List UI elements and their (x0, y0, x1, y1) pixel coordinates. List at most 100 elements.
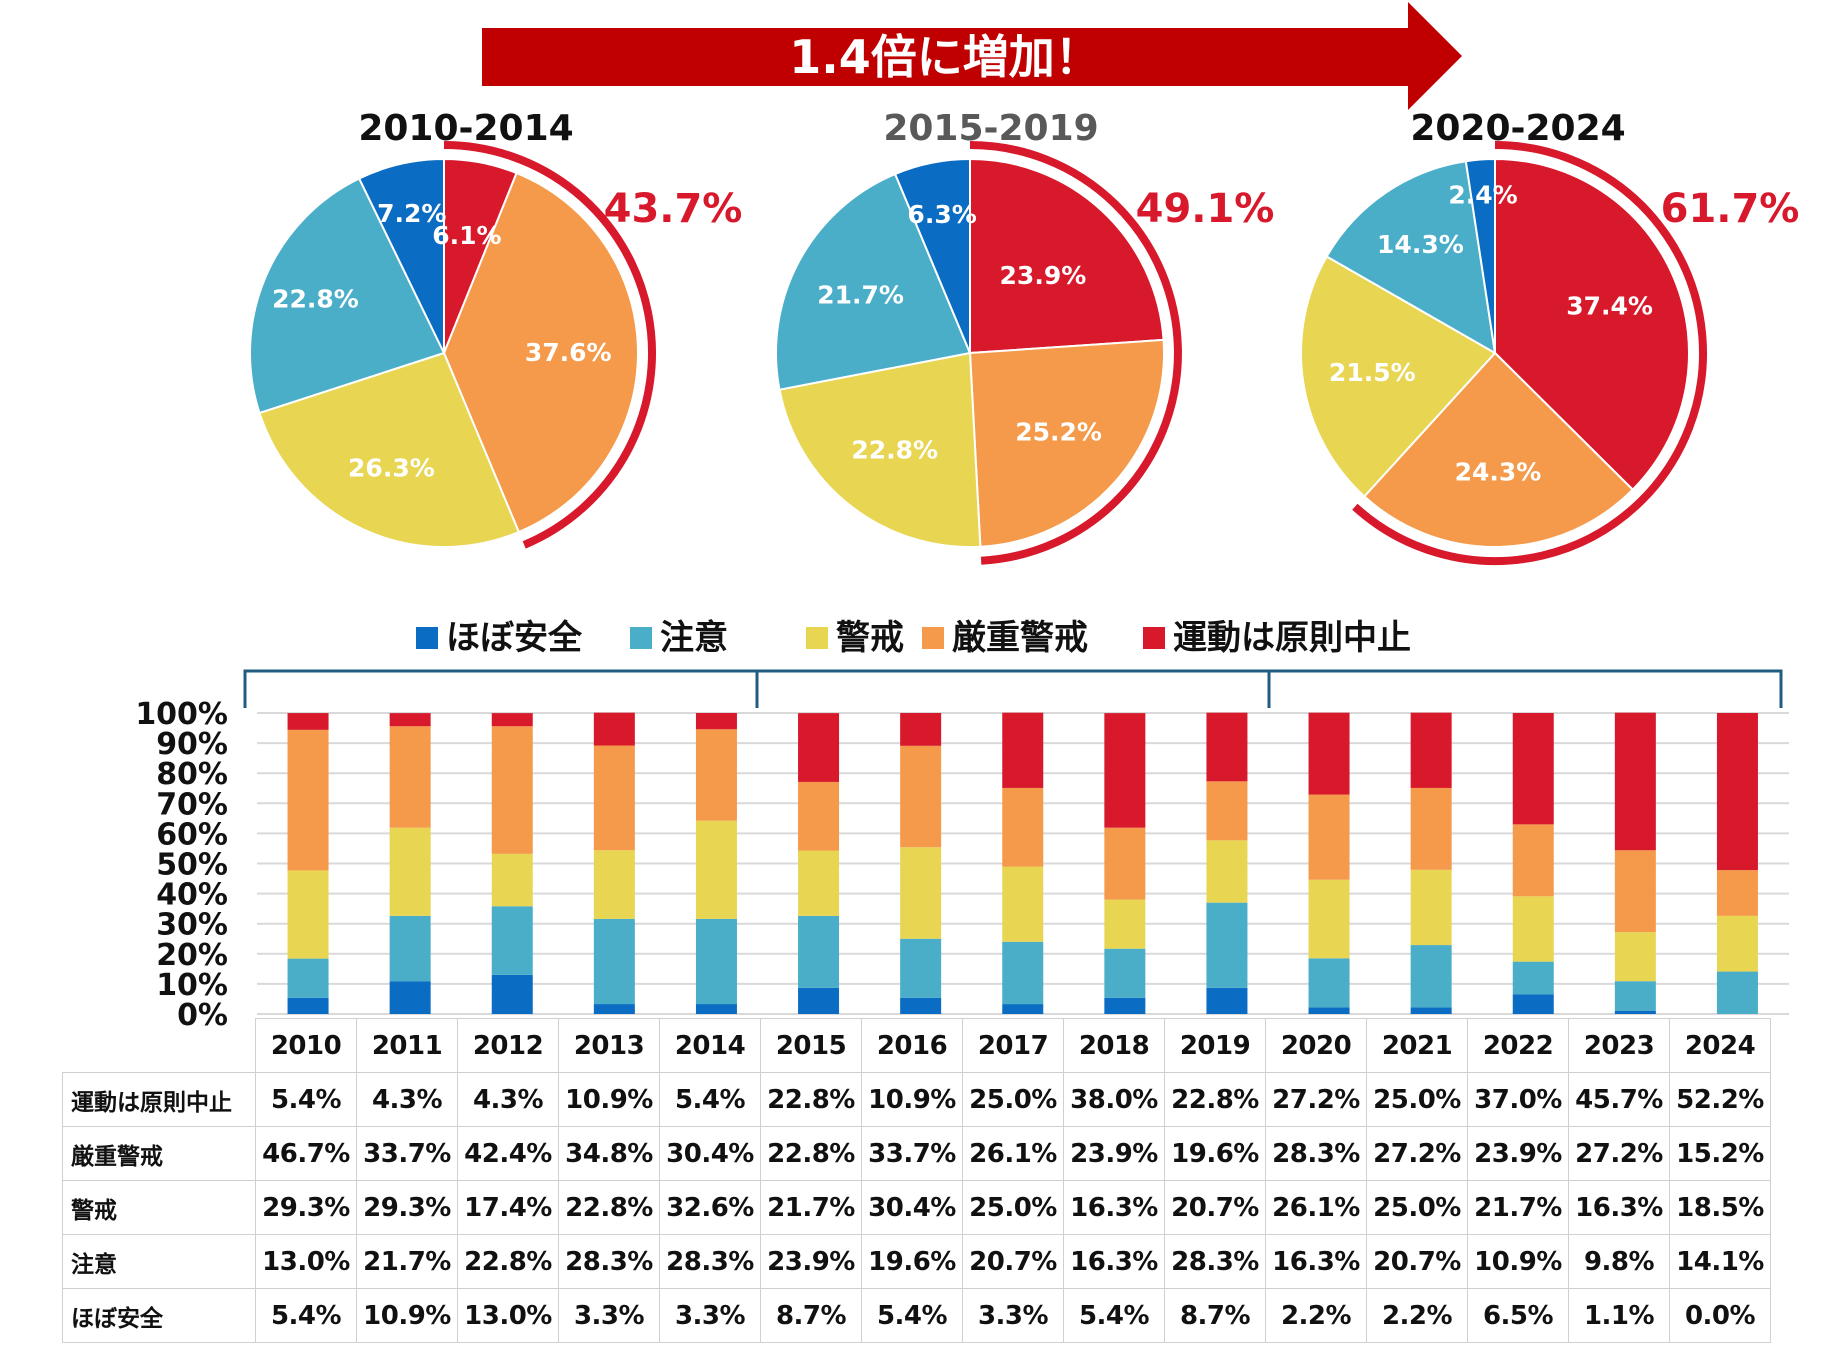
bar-segment-ほぼ安全 (491, 974, 533, 1014)
bracket-2010-2014 (243, 669, 759, 708)
row-header: 運動は原則中止 (62, 1072, 256, 1127)
table-cell: 28.3% (1265, 1126, 1367, 1181)
bar-segment-警戒 (1716, 915, 1758, 972)
pie-slice (1300, 255, 1497, 498)
bar-segment-厳重警戒 (1512, 824, 1554, 897)
table-cell: 20.7% (1366, 1234, 1468, 1289)
table-cell: 8.7% (760, 1288, 862, 1343)
table-cell: 45.7% (1568, 1072, 1670, 1127)
year-header: 2014 (659, 1018, 761, 1073)
bar-segment-ほぼ安全 (287, 997, 329, 1014)
table-cell: 27.2% (1366, 1126, 1468, 1181)
bar-segment-注意 (1206, 902, 1248, 988)
table-cell: 25.0% (962, 1072, 1064, 1127)
bar-2020 (1308, 712, 1350, 1014)
y-tick-label: 0% (177, 998, 228, 1033)
table-cell: 9.8% (1568, 1234, 1670, 1289)
year-header: 2017 (962, 1018, 1064, 1073)
pie-slice-label: 2.4% (1448, 180, 1517, 209)
table-cell: 26.1% (962, 1126, 1064, 1181)
bar-2024 (1716, 713, 1758, 1014)
bar-segment-ほぼ安全 (1002, 1004, 1044, 1014)
table-cell: 25.0% (1366, 1180, 1468, 1235)
legend-swatch (922, 627, 944, 649)
pie-slice (893, 157, 971, 354)
table-cell: 13.0% (255, 1234, 357, 1289)
table-cell: 26.1% (1265, 1180, 1367, 1235)
table-cell: 21.7% (356, 1234, 458, 1289)
table-cell: 23.9% (1467, 1126, 1569, 1181)
bar-segment-厳重警戒 (593, 745, 635, 851)
bar-segment-運動は原則中止 (593, 712, 635, 746)
table-row: 運動は原則中止 5.4% 4.3% 4.3% 10.9% 5.4% 22.8% 10.9% 25… (62, 1072, 1771, 1127)
table-cell: 33.7% (861, 1126, 963, 1181)
table-cell: 1.1% (1568, 1288, 1670, 1343)
legend-label: 運動は原則中止 (1173, 618, 1411, 658)
pie-title: 2020-2024 (1410, 108, 1625, 149)
table-cell: 10.9% (1467, 1234, 1569, 1289)
bar-segment-注意 (1104, 948, 1146, 998)
pie-slices (775, 157, 1165, 548)
table-cell: 19.6% (861, 1234, 963, 1289)
bar-segment-ほぼ安全 (900, 997, 942, 1014)
bar-segments (287, 712, 1758, 1014)
pie-charts: 2010-2014 43.7% 6.1%37.6%26.3%22.8%7.2% … (249, 108, 1799, 565)
table-cell: 19.6% (1164, 1126, 1266, 1181)
bar-segment-注意 (695, 918, 737, 1005)
bar-segment-厳重警戒 (287, 729, 329, 871)
period-brackets (243, 669, 1783, 708)
table-row: ほぼ安全 5.4% 10.9% 13.0% 3.3% 3.3% 8.7% 5.4% 3.3% 5.… (62, 1288, 1771, 1343)
pie-slice (778, 351, 982, 548)
bar-segment-厳重警戒 (1614, 850, 1656, 933)
bar-2015 (798, 713, 840, 1014)
year-header: 2021 (1366, 1018, 1468, 1073)
bar-segment-厳重警戒 (798, 781, 840, 851)
highlight-arc (969, 141, 1182, 565)
bar-segment-運動は原則中止 (1308, 712, 1350, 795)
bar-segment-運動は原則中止 (389, 713, 431, 727)
bar-segment-ほぼ安全 (1206, 987, 1248, 1014)
bar-segment-厳重警戒 (491, 726, 533, 854)
increase-banner: 1.4倍に増加！ (482, 2, 1462, 110)
table-cell: 25.0% (1366, 1072, 1468, 1127)
pie-slices (249, 157, 639, 548)
table-row: 注意 13.0% 21.7% 22.8% 28.3% 28.3% 23.9% 19.6% 20.… (62, 1234, 1771, 1289)
pie-slice-label: 21.7% (817, 280, 904, 309)
bar-segment-ほぼ安全 (1308, 1007, 1350, 1014)
table-cell: 16.3% (1265, 1234, 1367, 1289)
year-header: 2011 (356, 1018, 458, 1073)
table-cell: 3.3% (558, 1288, 660, 1343)
bar-segment-厳重警戒 (1716, 870, 1758, 916)
bar-segment-ほぼ安全 (798, 987, 840, 1014)
year-header: 2019 (1164, 1018, 1266, 1073)
row-header: ほぼ安全 (62, 1288, 256, 1343)
bar-2012 (491, 713, 533, 1014)
bar-segment-注意 (593, 918, 635, 1005)
table-cell: 17.4% (457, 1180, 559, 1235)
bar-2016 (900, 713, 942, 1014)
table-cell: 29.3% (255, 1180, 357, 1235)
pie-slice-label: 6.1% (432, 221, 501, 250)
table-cell: 3.3% (962, 1288, 1064, 1343)
bar-segment-注意 (798, 915, 840, 988)
table-cell: 22.8% (457, 1234, 559, 1289)
pie-slice-label: 22.8% (851, 435, 938, 464)
y-tick-label: 20% (156, 938, 228, 973)
bar-segment-警戒 (491, 853, 533, 907)
pie-slice (258, 351, 521, 548)
pie-slices (1300, 157, 1690, 548)
table-cell: 15.2% (1669, 1126, 1771, 1181)
table-corner (63, 1019, 256, 1073)
bar-segment-警戒 (1614, 932, 1656, 982)
bar-segment-ほぼ安全 (593, 1004, 635, 1014)
legend-label: 厳重警戒 (952, 618, 1088, 658)
bar-segment-注意 (287, 958, 329, 998)
bar-segment-警戒 (1206, 840, 1248, 903)
y-tick-label: 90% (156, 727, 228, 762)
bar-segment-厳重警戒 (1002, 787, 1044, 867)
row-header: 厳重警戒 (62, 1126, 256, 1181)
pie-slice-label: 6.3% (907, 200, 976, 229)
table-cell: 13.0% (457, 1288, 559, 1343)
bar-segment-警戒 (593, 850, 635, 919)
table-cell: 20.7% (962, 1234, 1064, 1289)
